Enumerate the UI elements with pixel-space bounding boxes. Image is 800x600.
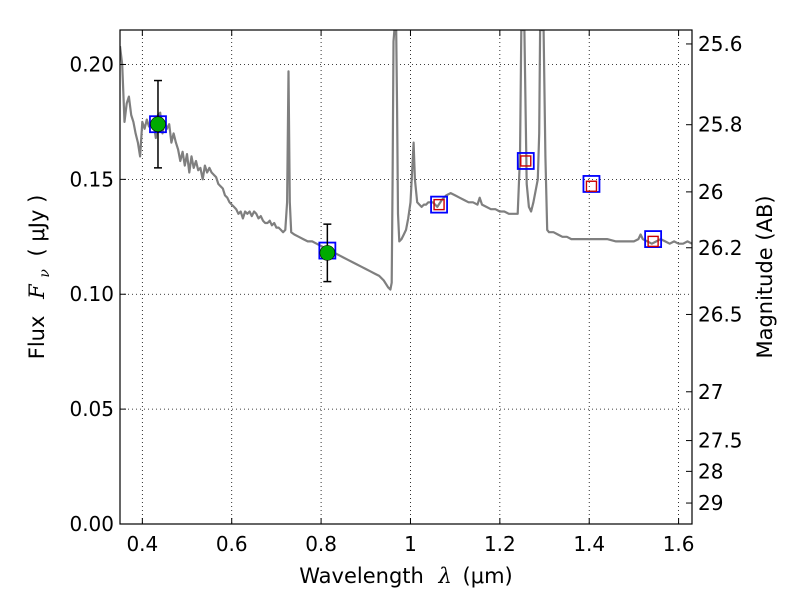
y-tick-label: 0.15 [69,167,114,191]
y2-tick-label: 27.5 [698,429,743,453]
grid-lines [120,30,692,525]
y-tick-label: 0.20 [69,52,114,76]
y2-tick-label: 26.2 [698,236,743,260]
y-tick-label: 0.05 [69,397,114,421]
y-axis-title-unit: ( μJy ) [25,195,49,257]
y-axis-title-text: Flux [25,316,49,360]
y2-tick-label: 28 [698,459,723,483]
detection-marker [150,116,166,133]
x-axis-title-unit: (μm) [463,564,513,588]
y2-tick-label: 25.8 [698,113,743,137]
upper-limit-marker [647,235,659,248]
y-tick-label: 0.00 [69,512,114,536]
x-tick-label: 0.6 [216,532,248,556]
y-axis-title-subscript: ν [37,269,53,278]
model-spectrum-line [120,30,692,291]
model-photometry-marker [644,230,663,248]
y2-tick-label: 29 [698,491,723,515]
y2-axis-title: Magnitude (AB) [753,195,777,358]
detection-marker [319,245,336,261]
upper-limit-marker [520,155,532,167]
y-axis-title-symbol: F [25,283,49,300]
upper-limit-marker [585,180,598,192]
x-axis-title-symbol: λ [438,564,452,588]
y-tick-label: 0.10 [69,282,114,306]
y2-tick-label: 27 [698,380,723,404]
plot-area [120,30,692,291]
y-axis-title: Flux F ν ( μJy ) [25,195,54,360]
x-axis-title-text: Wavelength [299,564,424,588]
x-tick-label: 1.6 [663,532,695,556]
axis-ticks: 0.4 0.6 0.8 1 1.2 1.4 1.6 0.00 0.05 0.10 0.15 0.20 2… [69,30,743,556]
x-axis-title: Wavelength λ (μm) [299,564,512,588]
series-group [120,30,692,291]
y2-tick-label: 26 [698,180,723,204]
x-tick-label: 1 [404,532,417,556]
model-photometry-marker [516,152,535,170]
model-photometry-marker [430,195,448,214]
x-tick-label: 1.2 [484,532,516,556]
x-tick-label: 0.4 [126,532,158,556]
x-tick-label: 1.4 [573,532,605,556]
upper-limit-marker [433,198,445,211]
y2-tick-label: 26.5 [698,302,743,326]
y2-tick-label: 25.6 [698,32,743,56]
plot-frame [119,29,693,525]
x-tick-label: 0.8 [305,532,337,556]
model-photometry-marker [582,175,601,193]
